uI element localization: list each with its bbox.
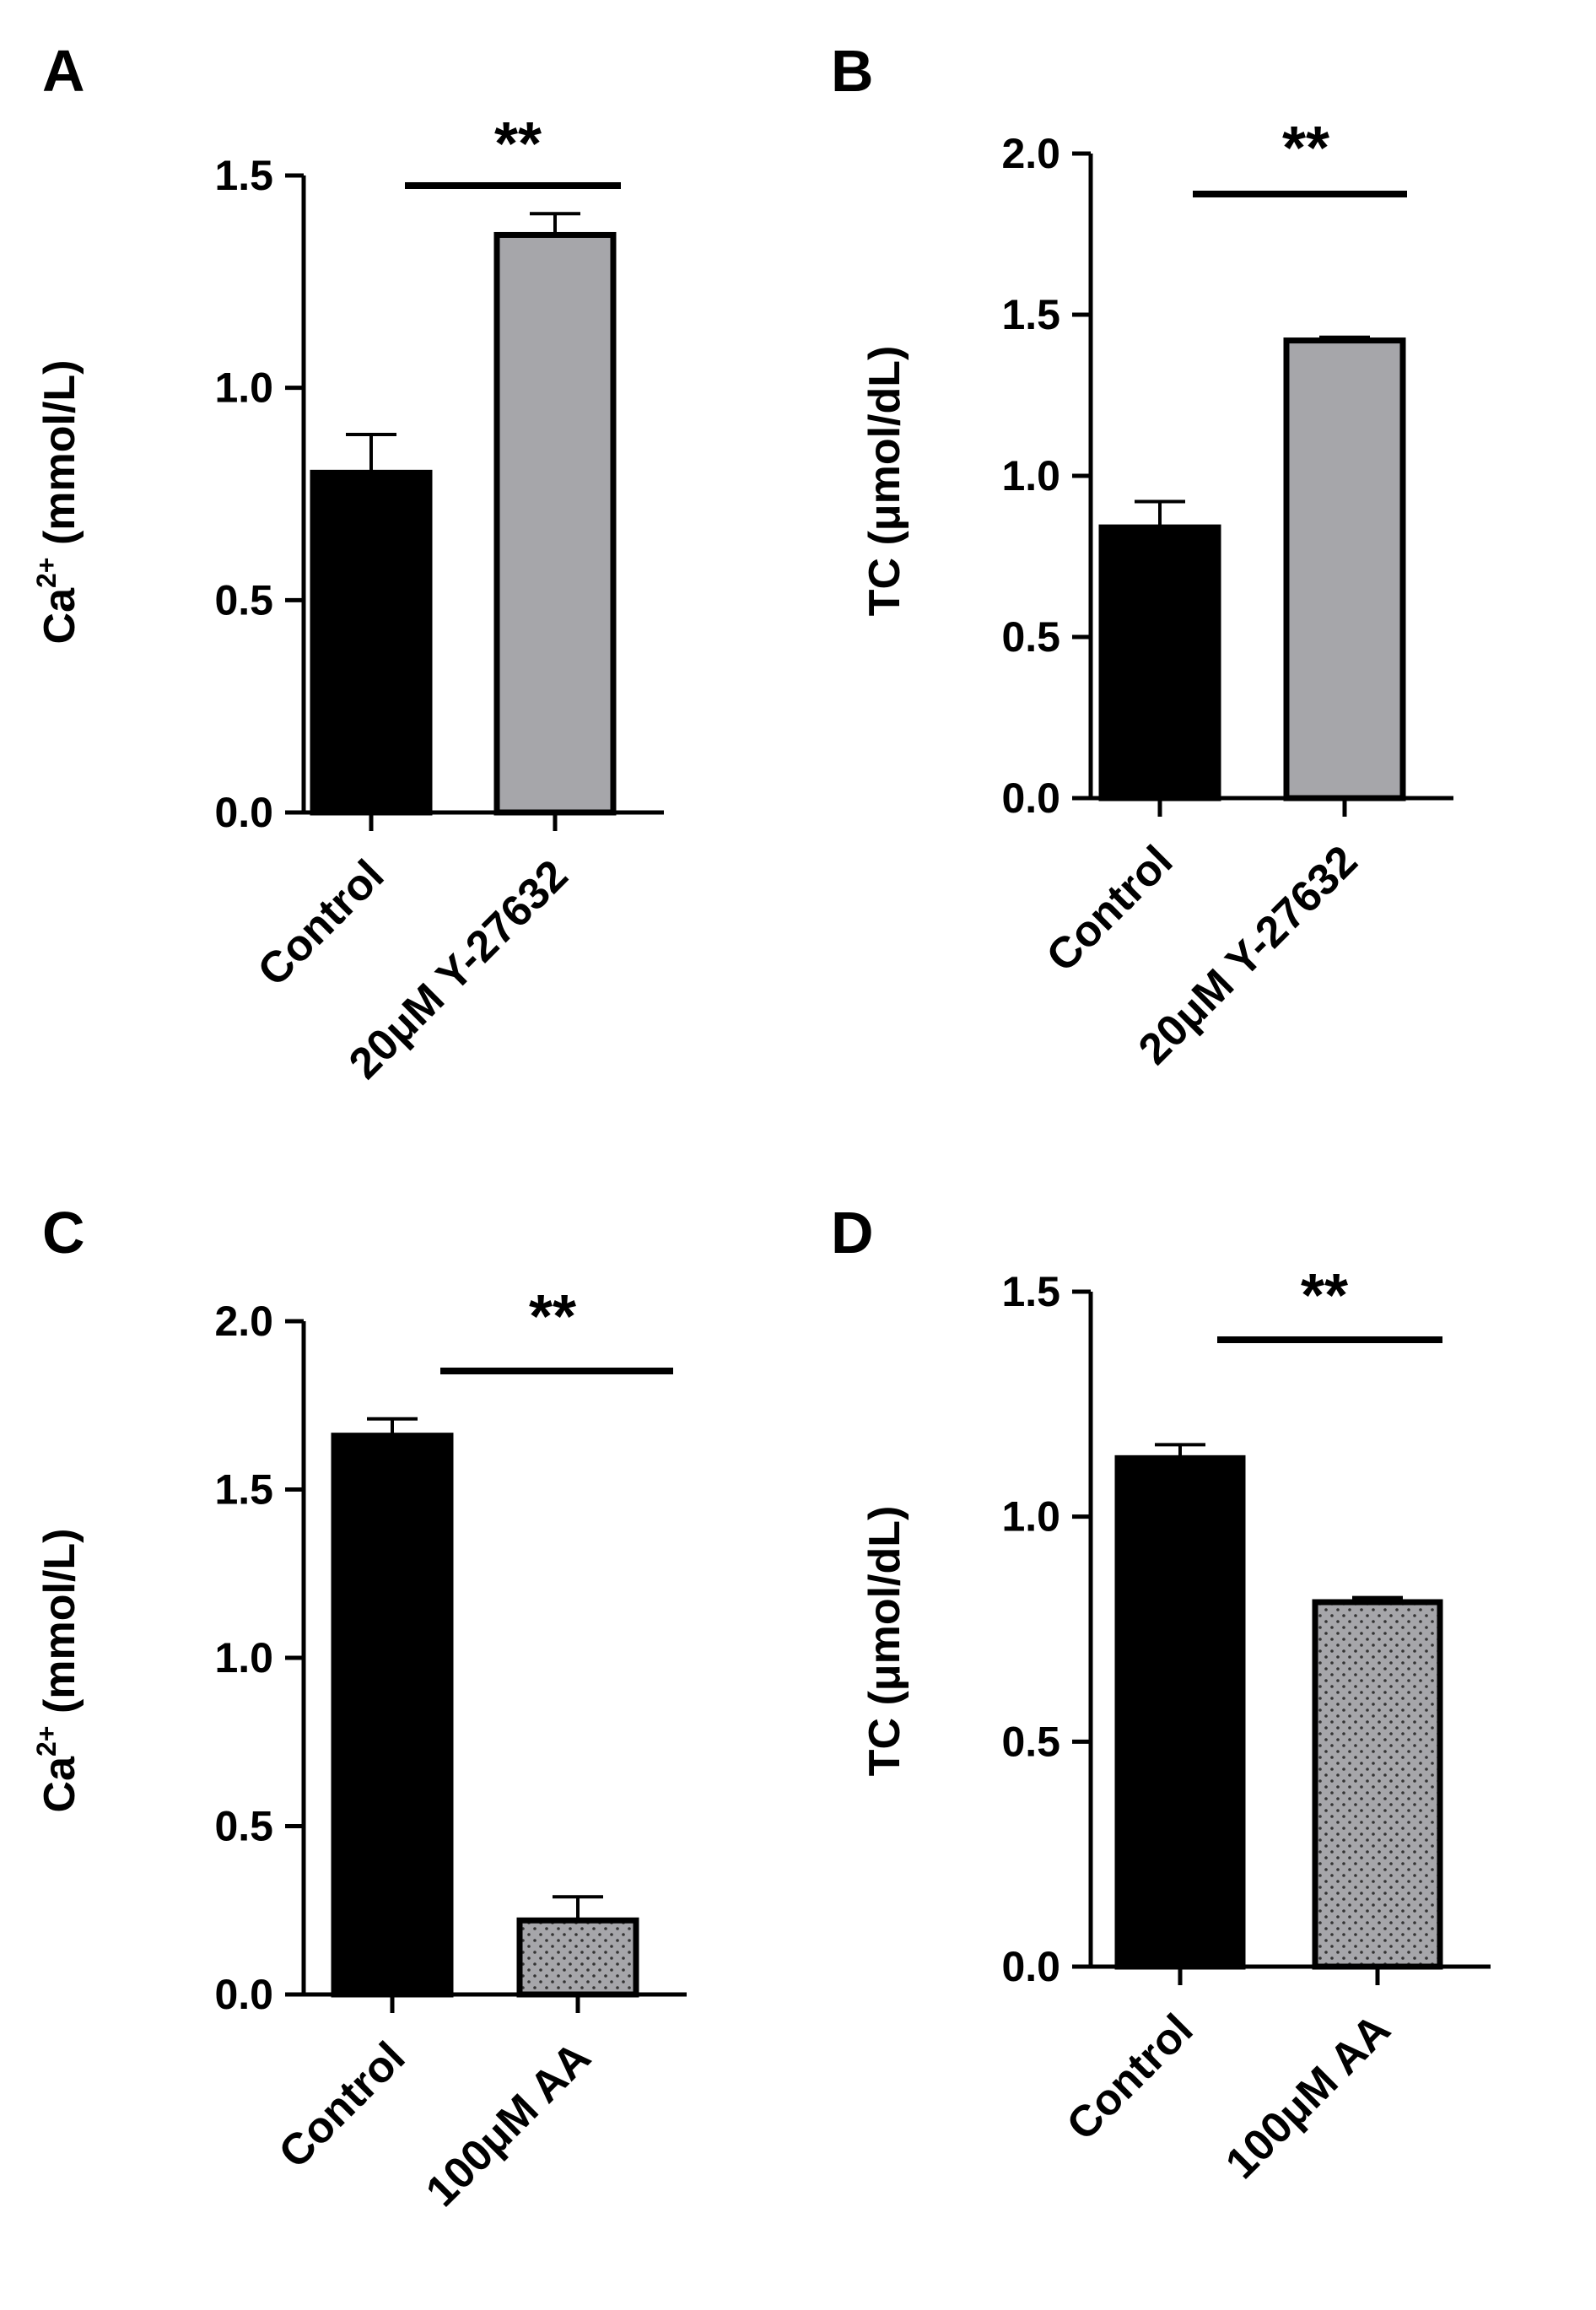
y-tick-label: 0.0 (1001, 1943, 1060, 1990)
panel-a: A Ca2+ (mmol/L) ** 0.00.51.01.5Control20… (31, 38, 664, 1088)
y-axis-label: Ca2+ (mmol/L) (31, 360, 84, 645)
y-axis-label-base: Ca (35, 587, 84, 645)
y-tick-label: 0.0 (214, 789, 273, 836)
x-category-label: 100μM AA (417, 2032, 600, 2216)
y-axis-label-rest: (mmol/L) (35, 1529, 84, 1726)
y-tick-label: 1.5 (214, 1466, 273, 1514)
bar-100-m-aa (1312, 1599, 1443, 1970)
x-category-label: Control (249, 850, 394, 996)
y-tick-label: 2.0 (214, 1298, 273, 1345)
x-category-label: Control (270, 2032, 415, 2178)
significance-marker: ** (1301, 1262, 1348, 1330)
y-tick-label: 0.5 (214, 1803, 273, 1850)
y-tick-label: 1.0 (1001, 1493, 1060, 1541)
y-tick-label: 2.0 (1001, 130, 1060, 177)
significance-marker: ** (1282, 115, 1329, 182)
bar-control (1098, 524, 1221, 801)
panel-letter: D (831, 1200, 874, 1266)
x-category-label: Control (1058, 2005, 1203, 2150)
y-tick-label: 1.0 (214, 364, 273, 412)
y-axis-label-base: TC (μmol/dL) (860, 346, 909, 617)
significance-marker: ** (529, 1283, 576, 1351)
y-axis-label: Ca2+ (mmol/L) (31, 1529, 84, 1813)
bar-20-m-y-27632 (493, 231, 617, 816)
bar-control (331, 1433, 454, 1998)
y-axis-label: TC (μmol/dL) (860, 346, 909, 617)
y-tick-label: 1.5 (1001, 1268, 1060, 1315)
y-axis-label-base: TC (μmol/dL) (860, 1506, 909, 1777)
bar-control (310, 469, 433, 816)
panel-b: B TC (μmol/dL) ** 0.0 0.5 1.0 1.5 2.0 Control… (831, 38, 1453, 1074)
y-axis-label-sup: 2+ (31, 558, 62, 588)
y-tick-label: 1.0 (214, 1634, 273, 1681)
y-tick-label: 0.5 (1001, 1718, 1060, 1765)
panel-d: D TC (μmol/dL) ** 0.0 0.5 1.0 1.5 Control 100… (831, 1200, 1491, 2189)
y-tick-label: 1.5 (214, 152, 273, 199)
y-axis-label: TC (μmol/dL) (860, 1506, 909, 1777)
y-tick-label: 1.5 (1001, 291, 1060, 338)
y-axis-label-sup: 2+ (31, 1726, 62, 1757)
y-tick-label: 0.5 (214, 576, 273, 623)
y-tick-label: 0.0 (214, 1971, 273, 2018)
significance-marker: ** (494, 111, 542, 178)
y-axis-label-rest: (mmol/L) (35, 360, 84, 558)
panel-letter: B (831, 38, 874, 104)
y-tick-label: 1.0 (1001, 452, 1060, 499)
y-tick-label: 0.5 (1001, 613, 1060, 661)
y-tick-label: 0.0 (1001, 774, 1060, 822)
bar-20-m-y-27632 (1283, 337, 1406, 801)
bar-control (1114, 1455, 1246, 1970)
x-category-label: Control (1038, 836, 1183, 981)
x-category-label: 100μM AA (1216, 2005, 1399, 2188)
panel-c: C Ca2+ (mmol/L) ** 0.0 0.5 1.0 1.5 2.0 Contro… (31, 1200, 687, 2216)
panel-letter: C (42, 1200, 85, 1266)
bar-100-m-aa (516, 1917, 639, 1998)
panel-letter: A (42, 38, 85, 104)
y-axis-label-base: Ca (35, 1756, 84, 1813)
